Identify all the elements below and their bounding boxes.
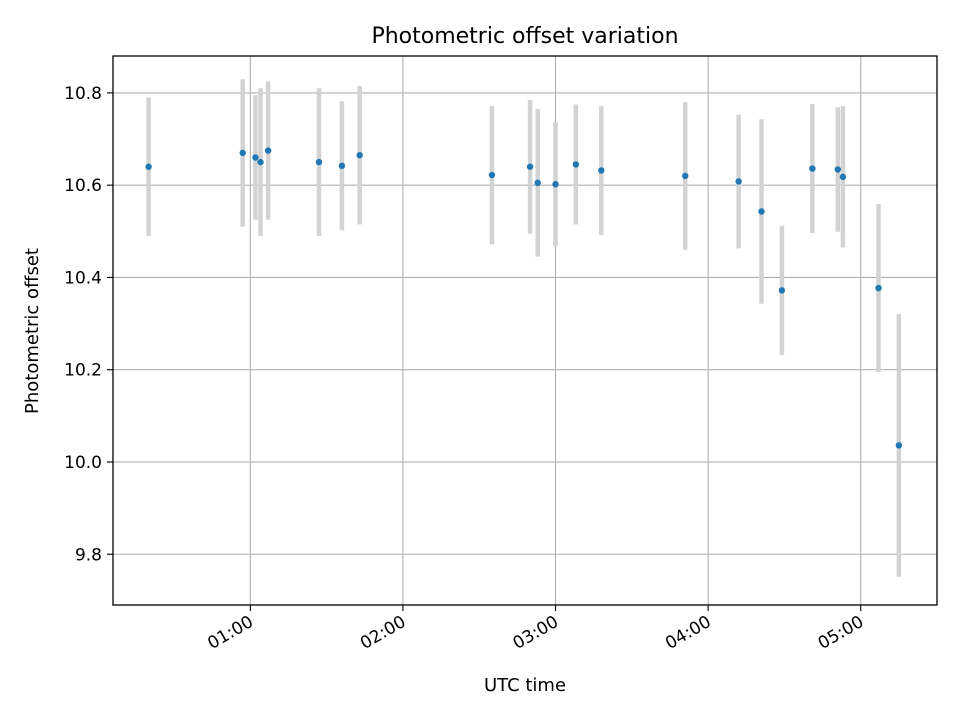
data-point	[356, 151, 363, 159]
x-axis-label: UTC time	[484, 675, 566, 696]
y-tick-label: 9.8	[75, 545, 102, 565]
data-point	[257, 158, 264, 166]
chart-title: Photometric offset variation	[371, 24, 678, 49]
data-point	[758, 208, 765, 215]
y-axis-label: Photometric offset	[22, 248, 43, 414]
data-point	[526, 163, 534, 170]
y-tick-label: 10.2	[64, 361, 102, 381]
data-point	[315, 158, 323, 166]
data-point	[534, 179, 541, 187]
data-point	[598, 167, 605, 174]
x-axis-ticks: 01:00 02:00 03:00 04:00 05:00	[204, 605, 867, 654]
data-point	[735, 178, 742, 185]
y-tick-label: 10.6	[64, 176, 102, 196]
x-tick-label: 01:00	[204, 612, 256, 654]
x-tick-label: 02:00	[357, 612, 409, 654]
data-point	[145, 163, 152, 170]
data-point	[895, 442, 903, 449]
y-axis-ticks: 9.8 10.0 10.2 10.4 10.6 10.8	[64, 84, 113, 565]
data-point	[264, 147, 272, 154]
data-points	[145, 147, 903, 449]
data-point	[875, 284, 882, 292]
data-point	[252, 154, 259, 161]
y-tick-label: 10.8	[64, 84, 102, 104]
error-bars	[146, 79, 902, 577]
y-tick-label: 10.0	[64, 453, 102, 473]
data-point	[552, 181, 559, 188]
data-point	[338, 162, 346, 169]
x-tick-label: 03:00	[510, 612, 562, 654]
data-point	[778, 287, 786, 294]
x-tick-label: 04:00	[662, 612, 714, 654]
data-point	[239, 149, 246, 157]
data-point	[839, 173, 847, 181]
data-point	[488, 171, 496, 179]
plot-frame	[112, 55, 938, 606]
data-point	[572, 161, 580, 168]
data-point	[834, 166, 842, 173]
data-point	[809, 165, 816, 172]
data-point	[682, 172, 689, 180]
y-tick-label: 10.4	[64, 268, 102, 288]
x-tick-label: 05:00	[815, 612, 867, 654]
